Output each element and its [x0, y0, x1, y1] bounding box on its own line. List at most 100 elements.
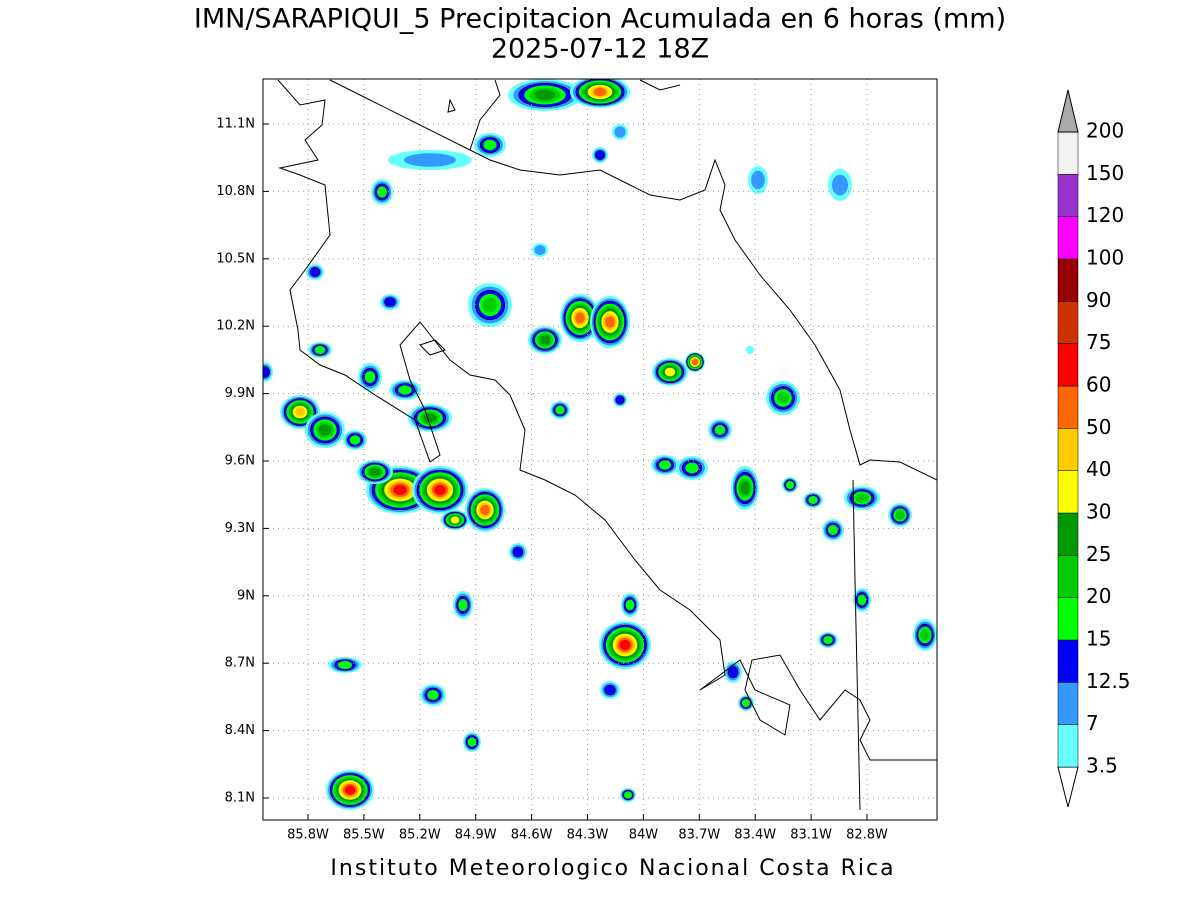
colorbar-label: 15 [1086, 627, 1111, 651]
precip-contour [691, 358, 699, 366]
x-tick-label: 85.2W [399, 828, 441, 843]
y-tick-label: 8.4N [225, 723, 255, 738]
colorbar-segment [1057, 512, 1079, 556]
precip-contour [808, 496, 818, 504]
precip-contour [920, 629, 930, 641]
colorbar-segment [1057, 724, 1079, 768]
colorbar: 3.5 7 12.5 15 20 25 30 40 50 60 75 90 100 120 150 200 [1057, 89, 1131, 808]
colorbar-label: 60 [1086, 373, 1111, 397]
precip-contour [685, 462, 699, 474]
precip-contour [427, 690, 439, 700]
x-tick-label: 84W [629, 828, 659, 843]
precip-contour [318, 424, 332, 436]
precip-contour [423, 413, 437, 423]
colorbar-label: 100 [1086, 246, 1124, 270]
colorbar-label: 30 [1086, 500, 1111, 524]
precip-contour [727, 665, 739, 679]
precip-contour [450, 516, 460, 524]
precip-contour [534, 245, 546, 255]
precip-contour [664, 367, 676, 377]
precip-contour [575, 312, 585, 324]
precip-contour [740, 481, 750, 495]
colorbar-label: 25 [1086, 542, 1111, 566]
precip-contour [742, 699, 750, 707]
y-tick-label: 8.7N [225, 656, 255, 671]
colorbar-segment [1057, 597, 1079, 641]
precip-contour [625, 599, 635, 611]
colorbar-label: 20 [1086, 584, 1111, 608]
coastline [277, 79, 937, 811]
colorbar-segment [1057, 174, 1079, 217]
precip-contour [294, 407, 306, 417]
precip-contour [593, 87, 607, 97]
precip-contour [832, 174, 848, 196]
x-tick-label: 85.8W [287, 828, 329, 843]
precip-contour [624, 791, 632, 799]
y-tick-label: 9.6N [225, 454, 255, 469]
colorbar-segment [1057, 258, 1079, 302]
x-tick-label: 83.4W [734, 828, 776, 843]
precip-contour [823, 636, 833, 644]
y-tick-label: 11.1N [216, 117, 255, 132]
x-tick-label: 82.8W [846, 828, 888, 843]
colorbar-label: 150 [1086, 161, 1124, 185]
colorbar-label: 200 [1086, 119, 1124, 143]
coast-pacific [277, 79, 937, 761]
x-tick-label: 85.5W [343, 828, 385, 843]
precip-contour [659, 460, 671, 470]
precip-contour [857, 594, 867, 606]
map-frame [262, 78, 938, 821]
precip-contour [619, 639, 631, 651]
precip-contour [604, 684, 616, 696]
precip-contour [369, 467, 381, 477]
colorbar-segment [1057, 343, 1079, 387]
precip-contour [309, 267, 321, 277]
precip-contour [398, 385, 412, 395]
precip-contour [776, 391, 790, 405]
precip-contour [384, 297, 396, 307]
precip-contour [751, 170, 765, 190]
y-tick-label: 9.9N [225, 386, 255, 401]
precip-contour [895, 510, 905, 520]
precip-contour [614, 126, 626, 138]
precip-contour [855, 493, 869, 503]
precip-contour [746, 346, 754, 354]
colorbar-segment [1057, 470, 1079, 514]
colorbar-label: 40 [1086, 457, 1111, 481]
precip-contour [467, 737, 477, 747]
precip-contour [263, 366, 270, 378]
precip-contour [458, 599, 468, 611]
colorbar-over [1057, 89, 1079, 133]
precip-contour [314, 346, 326, 354]
colorbar-label: 75 [1086, 330, 1111, 354]
colorbar-segment [1057, 682, 1079, 725]
precip-contour [615, 395, 625, 405]
colorbar-segment [1057, 385, 1079, 429]
precip-contour [338, 661, 352, 669]
coast-caribbean [469, 79, 937, 481]
precip-contour [344, 785, 356, 795]
y-tick-label: 9.3N [225, 521, 255, 536]
colorbar-label: 3.5 [1086, 754, 1118, 778]
subtitle: 2025-07-12 18Z [491, 34, 709, 65]
colorbar-label: 50 [1086, 415, 1111, 439]
precip-contour [482, 297, 498, 313]
precip-contour [605, 316, 615, 328]
precip-contour [364, 371, 376, 383]
title: IMN/SARAPIQUI_5 Precipitacion Acumulada … [194, 4, 1006, 35]
colorbar-segment [1057, 301, 1079, 344]
y-tick-label: 10.2N [216, 319, 255, 334]
precip-contour [786, 481, 794, 489]
colorbar-label: 7 [1086, 711, 1099, 735]
x-tick-label: 83.7W [678, 828, 720, 843]
y-tick-label: 10.8N [216, 184, 255, 199]
footer: Instituto Meteorologico Nacional Costa R… [330, 856, 895, 881]
grid: 85.8W 85.5W 85.2W 84.9W 84.6W 84.3W 84W 83.7W 83… [216, 79, 937, 843]
precipitation-field [263, 79, 937, 810]
colorbar-label: 120 [1086, 203, 1124, 227]
colorbar-segment [1057, 131, 1079, 175]
precip-contour [555, 405, 565, 415]
lake-nicaragua [329, 79, 471, 151]
y-tick-label: 10.5N [216, 251, 255, 266]
precip-contour [714, 425, 726, 435]
